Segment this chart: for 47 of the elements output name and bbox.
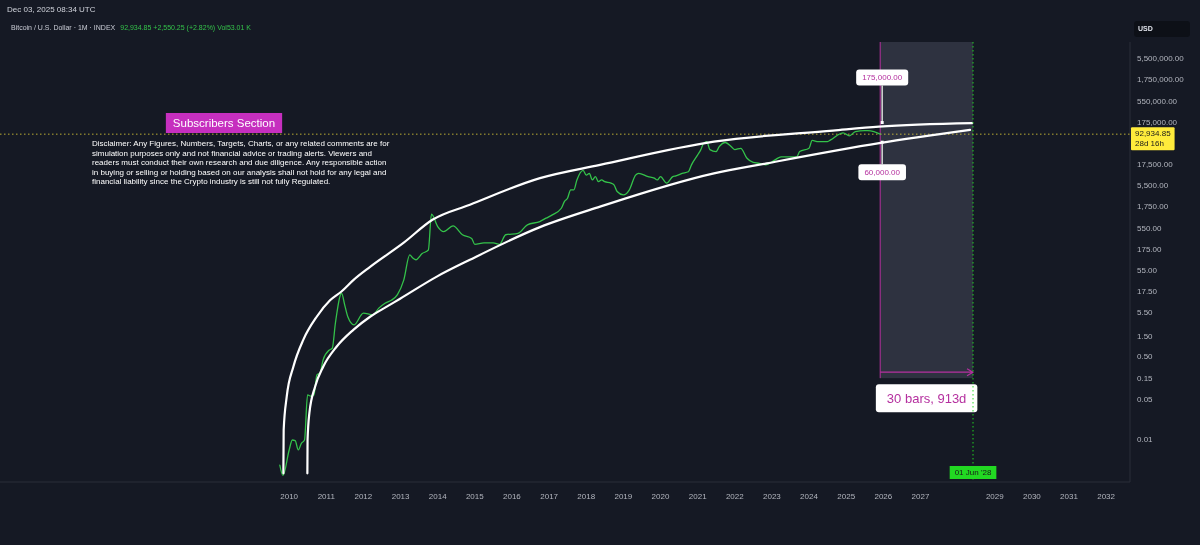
y-tick-label: 1.50 xyxy=(1137,332,1154,342)
x-tick-label: 2018 xyxy=(577,492,596,502)
y-tick-label: 1,750,000.00 xyxy=(1137,75,1185,85)
ref-line-label: 92,934.85 28d 16h xyxy=(1135,129,1172,149)
x-tick-label: 2014 xyxy=(428,492,448,502)
annotation: Disclaimer: Any Figures, Numbers, Targets, Charts, or any related comments are for simulation purposes only and not financial advice or trading alerts. Viewers and readers must conduct their own research and due diligence. Any responsible action in buying or selling or holding based on our analysis shall not hold for any legal and financial liability since the Crypto industry is still not fully Regulated. xyxy=(92,139,390,186)
x-tick-label: 2015 xyxy=(465,492,485,502)
x-tick-label: 2021 xyxy=(688,492,708,502)
x-tick-label: 2012 xyxy=(354,492,373,502)
y-tick-label: 550.00 xyxy=(1137,223,1163,233)
x-tick-label: 2026 xyxy=(874,492,893,502)
y-tick-label: 550,000.00 xyxy=(1137,96,1178,106)
annotation: 60,000.00 xyxy=(864,167,901,177)
y-tick-label: 55.00 xyxy=(1137,265,1158,275)
text: Dec 03, 2025 08:34 UTC xyxy=(7,5,96,15)
y-tick-label: 0.01 xyxy=(1137,435,1154,445)
annotation: Subscribers Section xyxy=(172,117,276,129)
y-tick-label: 0.05 xyxy=(1137,394,1154,404)
x-tick-label: 2016 xyxy=(503,492,522,502)
x-tick-label: 2020 xyxy=(651,492,670,502)
x-tick-label: 2010 xyxy=(280,492,299,502)
x-tick-label: 2029 xyxy=(985,492,1005,502)
y-tick-label: 5,500.00 xyxy=(1137,181,1169,191)
x-tick-label: 2032 xyxy=(1097,492,1116,502)
x-tick-label: 2031 xyxy=(1060,492,1079,502)
y-tick-label: 175,000.00 xyxy=(1137,117,1178,127)
y-tick-label: 1,750.00 xyxy=(1137,202,1169,212)
band-label: 30 bars, 913d xyxy=(886,390,967,406)
x-tick-label: 2023 xyxy=(763,492,782,502)
y-tick-label: 17,500.00 xyxy=(1137,159,1174,169)
x-tick-label: 2025 xyxy=(837,492,856,502)
x-tick-label: 2030 xyxy=(1022,492,1042,502)
ref-line-label: 01 Jun '28 xyxy=(954,468,992,477)
y-tick-label: 5,500,000.00 xyxy=(1137,54,1185,64)
x-tick-label: 2027 xyxy=(911,492,930,502)
x-tick-label: 2019 xyxy=(614,492,633,502)
x-tick-label: 2024 xyxy=(800,492,819,502)
y-tick-label: 0.15 xyxy=(1137,374,1154,384)
x-tick-label: 2011 xyxy=(317,492,336,502)
y-tick-label: 175.00 xyxy=(1137,244,1163,254)
y-tick-label: 17.50 xyxy=(1137,286,1158,296)
y-tick-label: 0.50 xyxy=(1137,352,1154,362)
x-tick-label: 2022 xyxy=(725,492,745,502)
x-tick-label: 2017 xyxy=(540,492,559,502)
annotation: 175,000.00 xyxy=(862,73,903,83)
y-tick-label: 5.50 xyxy=(1137,308,1154,318)
x-tick-label: 2013 xyxy=(391,492,411,502)
